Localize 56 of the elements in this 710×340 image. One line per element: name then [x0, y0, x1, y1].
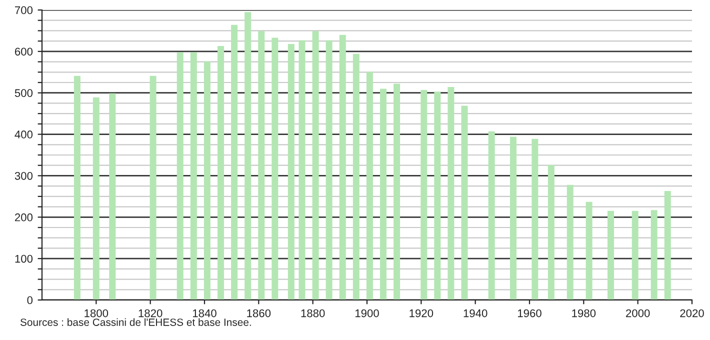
bar [109, 93, 116, 300]
x-tick-label: 1940 [464, 309, 488, 318]
bar [258, 31, 265, 300]
bar [366, 72, 373, 300]
y-tick-label: 700 [15, 6, 33, 14]
x-tick-label: 2020 [680, 309, 704, 318]
bar [326, 40, 332, 300]
x-tick-label: 1860 [247, 309, 271, 318]
bar [394, 84, 400, 300]
bar [532, 138, 538, 300]
x-tick-label: 1880 [301, 309, 325, 318]
x-tick-label: 1820 [138, 309, 162, 318]
bar [632, 210, 638, 300]
bar [190, 52, 197, 300]
bar [298, 40, 306, 300]
y-tick-label: 200 [14, 213, 33, 222]
bar [288, 44, 294, 300]
x-tick-label: 1920 [410, 309, 434, 318]
bar [566, 184, 574, 300]
bar [231, 24, 238, 300]
bar [488, 131, 495, 300]
y-tick-label: 0 [27, 296, 33, 304]
x-tick-label: 1960 [518, 309, 542, 318]
y-tick-label: 500 [14, 89, 33, 97]
source-note: Sources : base Cassini de l'EHESS et base Insee. [20, 318, 251, 326]
bar [176, 52, 184, 300]
bar [448, 87, 454, 300]
x-tick-label: 1980 [572, 309, 596, 318]
bar [461, 106, 468, 300]
bar [339, 34, 346, 300]
bar [74, 76, 80, 300]
bar [510, 136, 516, 300]
bar [586, 202, 592, 300]
bar [434, 92, 441, 300]
bar [650, 210, 658, 300]
bar [244, 12, 252, 300]
bar [352, 54, 360, 300]
bar [608, 210, 614, 300]
bar [204, 61, 210, 300]
x-tick-label: 1800 [84, 309, 108, 318]
x-tick-label: 1900 [355, 309, 379, 318]
x-tick-label: 2000 [626, 309, 650, 318]
bar [664, 191, 671, 300]
bar [150, 76, 156, 300]
y-tick-label: 300 [14, 172, 33, 180]
y-tick-label: 100 [15, 254, 33, 263]
bar [312, 31, 319, 300]
bar [548, 164, 554, 300]
bar [420, 90, 428, 300]
y-tick-label: 600 [15, 48, 33, 56]
x-tick-label: 1840 [192, 309, 216, 318]
y-tick-label: 400 [14, 130, 33, 138]
bar [380, 88, 386, 300]
bar [218, 46, 224, 300]
bar [272, 38, 278, 300]
bar [92, 97, 100, 300]
